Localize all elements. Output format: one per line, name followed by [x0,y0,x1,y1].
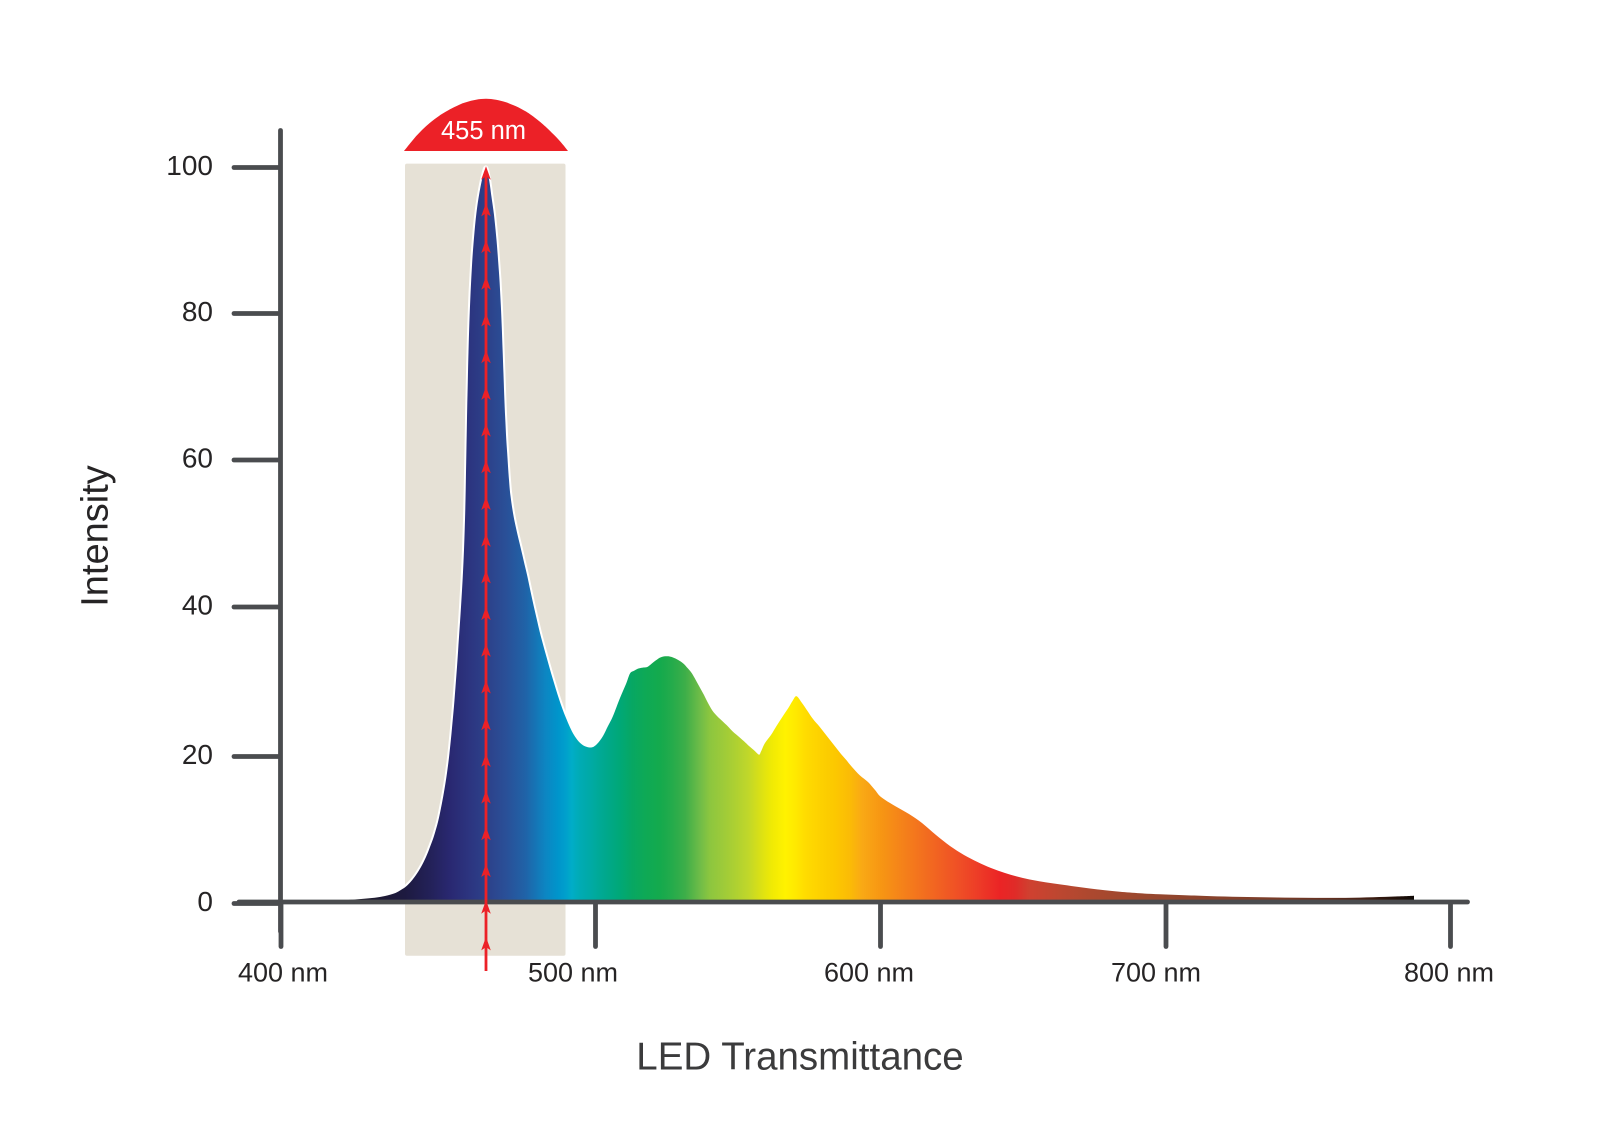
svg-text:400 nm: 400 nm [238,958,328,988]
svg-text:700 nm: 700 nm [1111,958,1201,988]
svg-text:500 nm: 500 nm [528,958,618,988]
svg-text:60: 60 [182,443,213,474]
svg-text:80: 80 [182,296,213,327]
svg-text:20: 20 [182,739,213,770]
svg-text:0: 0 [197,886,213,917]
svg-text:455 nm: 455 nm [441,117,526,145]
svg-text:Intensity: Intensity [75,465,117,607]
svg-text:800 nm: 800 nm [1404,958,1494,988]
svg-text:100: 100 [166,150,213,181]
svg-text:LED Transmittance: LED Transmittance [636,1036,963,1079]
svg-text:40: 40 [182,590,213,621]
svg-text:600 nm: 600 nm [824,958,914,988]
